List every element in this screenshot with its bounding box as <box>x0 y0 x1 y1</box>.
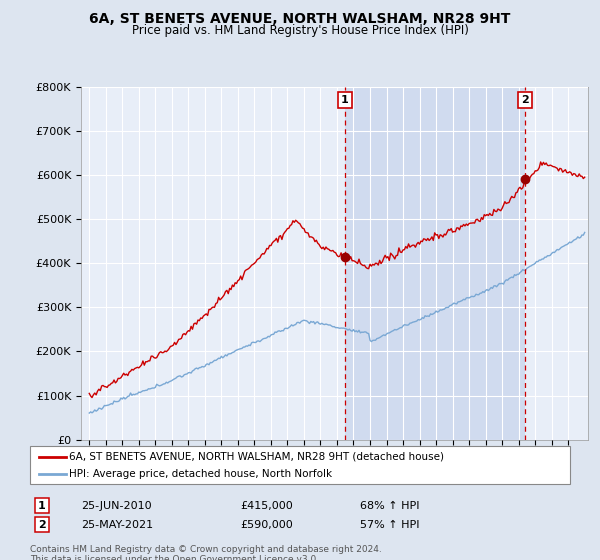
Text: 25-MAY-2021: 25-MAY-2021 <box>81 520 153 530</box>
Text: 25-JUN-2010: 25-JUN-2010 <box>81 501 152 511</box>
Text: 2: 2 <box>521 95 529 105</box>
Text: 6A, ST BENETS AVENUE, NORTH WALSHAM, NR28 9HT (detached house): 6A, ST BENETS AVENUE, NORTH WALSHAM, NR2… <box>69 451 444 461</box>
Text: 2: 2 <box>38 520 46 530</box>
Text: 6A, ST BENETS AVENUE, NORTH WALSHAM, NR28 9HT: 6A, ST BENETS AVENUE, NORTH WALSHAM, NR2… <box>89 12 511 26</box>
Text: HPI: Average price, detached house, North Norfolk: HPI: Average price, detached house, Nort… <box>69 469 332 479</box>
Text: £590,000: £590,000 <box>240 520 293 530</box>
Text: Contains HM Land Registry data © Crown copyright and database right 2024.
This d: Contains HM Land Registry data © Crown c… <box>30 545 382 560</box>
Bar <box>345 87 525 440</box>
Text: 68% ↑ HPI: 68% ↑ HPI <box>360 501 419 511</box>
Text: 57% ↑ HPI: 57% ↑ HPI <box>360 520 419 530</box>
Text: £415,000: £415,000 <box>240 501 293 511</box>
Text: Price paid vs. HM Land Registry's House Price Index (HPI): Price paid vs. HM Land Registry's House … <box>131 24 469 36</box>
Text: 1: 1 <box>38 501 46 511</box>
Text: 1: 1 <box>341 95 349 105</box>
